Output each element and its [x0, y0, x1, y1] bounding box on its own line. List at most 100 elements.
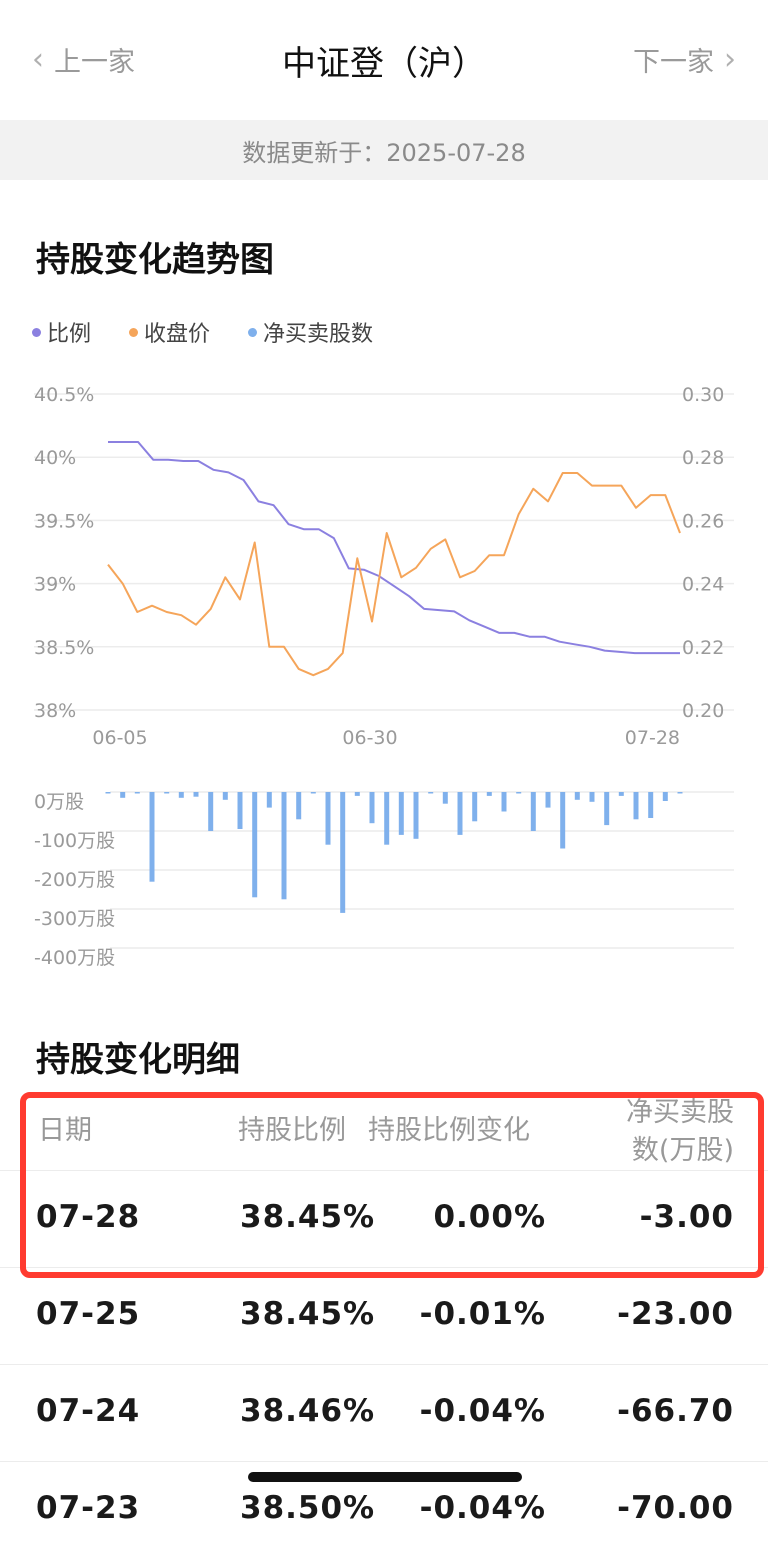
net-trade-bar: [149, 792, 155, 882]
header-date[interactable]: 日期: [38, 1115, 92, 1146]
net-trade-bar: [516, 792, 522, 794]
y-left-tick-label: 39%: [34, 574, 76, 596]
net-trade-bar: [589, 792, 595, 802]
net-trade-bar: [662, 792, 668, 801]
prev-label: 上一家: [54, 47, 135, 78]
cell-net-trade: -23.00: [617, 1296, 734, 1332]
net-trade-bar: [105, 792, 111, 794]
net-trade-bar: [545, 792, 551, 808]
cell-date: 07-25: [36, 1296, 141, 1332]
next-label: 下一家: [633, 47, 714, 78]
cell-ratio: 38.46%: [240, 1393, 376, 1429]
net-trade-bar: [354, 792, 360, 796]
price-line: [107, 472, 681, 677]
net-trade-bar-chart: 0万股 -100万股 -200万股 -300万股 -400万股: [34, 791, 734, 969]
x-tick-label: 06-30: [342, 727, 397, 749]
ratio-dot-icon: [32, 327, 41, 337]
y-left-tick-label: 39.5%: [34, 510, 94, 532]
net-trade-bar: [325, 792, 331, 845]
net-trade-bar: [252, 792, 258, 898]
cell-net-trade: -3.00: [639, 1199, 734, 1235]
net-trade-bar: [618, 792, 624, 796]
net-trade-bar: [266, 792, 272, 808]
net-trade-bar: [178, 792, 184, 798]
net-dot-icon: [248, 327, 258, 337]
net-trade-bar: [442, 792, 448, 804]
highlight-box: [20, 1092, 764, 1278]
table-row[interactable]: 07-24 38.46% -0.04% -66.70: [0, 1364, 768, 1461]
net-trade-bar: [281, 792, 287, 900]
cell-ratio: 38.50%: [240, 1490, 376, 1526]
y-right-tick-label: 0.20: [682, 700, 724, 722]
cell-net-trade: -70.00: [617, 1490, 734, 1526]
y-right-tick-label: 0.22: [682, 637, 724, 659]
cell-ratio-change: 0.00%: [433, 1199, 546, 1235]
x-tick-label: 07-28: [625, 727, 680, 749]
ratio-line: [108, 441, 680, 655]
cell-ratio-change: -0.04%: [419, 1393, 546, 1429]
net-trade-bar: [648, 792, 654, 818]
legend-label: 比例: [47, 322, 92, 347]
table-header: 日期 持股比例 持股比例变化 净买卖股 数(万股): [0, 1090, 768, 1170]
chevron-left-icon: ‹: [32, 42, 44, 77]
net-trade-bar: [560, 792, 566, 849]
net-trade-bar: [398, 792, 404, 835]
net-trade-bar: [428, 792, 434, 794]
next-company-button[interactable]: 下一家 ›: [633, 40, 736, 79]
y-left-tick-label: 40%: [34, 447, 76, 469]
cell-ratio-change: -0.01%: [419, 1296, 546, 1332]
table-row[interactable]: 07-28 38.45% 0.00% -3.00: [0, 1170, 768, 1267]
net-trade-bar: [413, 792, 419, 839]
net-trade-bar: [237, 792, 243, 829]
cell-date: 07-23: [36, 1490, 141, 1526]
legend-item-price[interactable]: 收盘价: [129, 316, 210, 348]
y-left-tick-label: 38.5%: [34, 637, 94, 659]
cell-date: 07-28: [36, 1199, 141, 1235]
net-trade-bar: [193, 792, 199, 797]
net-trade-bar: [574, 792, 580, 800]
legend-label: 收盘价: [144, 322, 211, 347]
net-trade-bar: [472, 792, 478, 822]
net-trade-bar: [677, 792, 683, 794]
y-tick-label: -400万股: [34, 947, 115, 969]
cell-ratio: 38.45%: [240, 1296, 376, 1332]
header-net-line1[interactable]: 净买卖股: [626, 1097, 734, 1128]
net-trade-bar: [457, 792, 463, 835]
cell-ratio-change: -0.04%: [419, 1490, 546, 1526]
detail-section-title: 持股变化明细: [36, 1040, 240, 1080]
net-trade-bar: [164, 792, 170, 794]
trend-section-title: 持股变化趋势图: [36, 240, 274, 280]
net-trade-bar: [222, 792, 228, 800]
y-right-tick-label: 0.30: [682, 384, 724, 406]
net-trade-bar: [296, 792, 302, 820]
header-ratio-change[interactable]: 持股比例变化: [368, 1115, 530, 1146]
net-trade-bar: [384, 792, 390, 845]
net-trade-bar: [120, 792, 126, 798]
net-trade-bar: [310, 792, 316, 794]
net-trade-bar: [604, 792, 610, 826]
cell-net-trade: -66.70: [617, 1393, 734, 1429]
y-tick-label: -100万股: [34, 830, 115, 852]
net-trade-bar: [340, 792, 346, 913]
holding-trend-line-chart: 40.5% 0.30 40% 0.28 39.5% 0.26 39% 0.24 38.5% 0.2…: [34, 384, 734, 749]
legend-label: 净买卖股数: [263, 322, 374, 347]
price-dot-icon: [129, 327, 139, 337]
y-left-tick-label: 40.5%: [34, 384, 94, 406]
home-indicator[interactable]: [248, 1472, 522, 1482]
header-ratio[interactable]: 持股比例: [238, 1115, 346, 1146]
top-nav: ‹ 上一家 中证登（沪） 下一家 ›: [0, 0, 768, 120]
y-right-tick-label: 0.28: [682, 447, 724, 469]
y-tick-label: -200万股: [34, 869, 115, 891]
y-tick-label: -300万股: [34, 908, 115, 930]
prev-company-button[interactable]: ‹ 上一家: [32, 40, 135, 79]
net-trade-bar: [134, 792, 140, 794]
table-row[interactable]: 07-25 38.45% -0.01% -23.00: [0, 1267, 768, 1364]
y-left-tick-label: 38%: [34, 700, 76, 722]
cell-ratio: 38.45%: [240, 1199, 376, 1235]
legend-item-net[interactable]: 净买卖股数: [248, 316, 373, 348]
legend-item-ratio[interactable]: 比例: [32, 316, 91, 348]
chart-legend: 比例 收盘价 净买卖股数: [32, 316, 373, 348]
header-net-line2[interactable]: 数(万股): [631, 1135, 734, 1166]
net-trade-bar: [369, 792, 375, 824]
y-tick-label: 0万股: [34, 791, 84, 813]
